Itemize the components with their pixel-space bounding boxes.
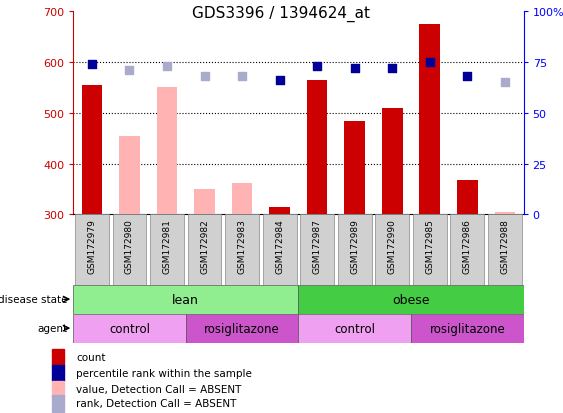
Bar: [345, 122, 365, 215]
Point: [238, 74, 247, 81]
Point: [275, 78, 284, 85]
FancyBboxPatch shape: [298, 285, 524, 314]
Text: GSM172984: GSM172984: [275, 218, 284, 273]
Bar: [382, 109, 403, 215]
FancyBboxPatch shape: [113, 215, 146, 285]
Text: control: control: [109, 322, 150, 335]
Point: [463, 74, 472, 81]
Bar: [457, 180, 477, 215]
Text: GSM172990: GSM172990: [388, 218, 397, 273]
Bar: [232, 183, 252, 215]
FancyBboxPatch shape: [411, 314, 524, 343]
FancyBboxPatch shape: [75, 215, 109, 285]
Bar: [194, 190, 215, 215]
Text: lean: lean: [172, 293, 199, 306]
Text: GSM172982: GSM172982: [200, 218, 209, 273]
Point: [350, 66, 359, 72]
Text: agent: agent: [37, 323, 68, 333]
FancyBboxPatch shape: [73, 285, 298, 314]
Text: rosiglitazone: rosiglitazone: [204, 322, 280, 335]
Text: rosiglitazone: rosiglitazone: [430, 322, 505, 335]
Text: control: control: [334, 322, 375, 335]
Point: [87, 62, 96, 68]
Text: percentile rank within the sample: percentile rank within the sample: [76, 368, 252, 378]
FancyBboxPatch shape: [338, 215, 372, 285]
FancyBboxPatch shape: [186, 314, 298, 343]
Bar: [52, 349, 64, 366]
Bar: [157, 88, 177, 215]
FancyBboxPatch shape: [450, 215, 484, 285]
Text: GSM172980: GSM172980: [125, 218, 134, 273]
Bar: [307, 81, 328, 215]
Bar: [52, 381, 64, 397]
Point: [501, 80, 510, 87]
Text: count: count: [76, 352, 106, 362]
Text: rank, Detection Call = ABSENT: rank, Detection Call = ABSENT: [76, 399, 236, 408]
Point: [125, 68, 134, 74]
Bar: [52, 365, 64, 381]
Text: GSM172985: GSM172985: [425, 218, 434, 273]
FancyBboxPatch shape: [376, 215, 409, 285]
Text: disease state: disease state: [0, 294, 68, 304]
Bar: [419, 25, 440, 215]
FancyBboxPatch shape: [300, 215, 334, 285]
Bar: [494, 212, 515, 215]
FancyBboxPatch shape: [488, 215, 522, 285]
FancyBboxPatch shape: [298, 314, 411, 343]
Text: GDS3396 / 1394624_at: GDS3396 / 1394624_at: [193, 6, 370, 22]
Bar: [52, 395, 64, 412]
FancyBboxPatch shape: [225, 215, 259, 285]
Bar: [119, 136, 140, 215]
FancyBboxPatch shape: [263, 215, 297, 285]
Text: GSM172979: GSM172979: [87, 218, 96, 273]
Text: GSM172981: GSM172981: [163, 218, 172, 273]
Text: GSM172986: GSM172986: [463, 218, 472, 273]
Text: GSM172987: GSM172987: [312, 218, 321, 273]
Point: [312, 64, 321, 70]
Text: obese: obese: [392, 293, 430, 306]
FancyBboxPatch shape: [187, 215, 221, 285]
Text: GSM172989: GSM172989: [350, 218, 359, 273]
Point: [388, 66, 397, 72]
FancyBboxPatch shape: [413, 215, 446, 285]
Point: [200, 74, 209, 81]
FancyBboxPatch shape: [73, 314, 186, 343]
FancyBboxPatch shape: [150, 215, 184, 285]
Bar: [82, 86, 102, 215]
Point: [425, 60, 434, 66]
Text: value, Detection Call = ABSENT: value, Detection Call = ABSENT: [76, 384, 242, 394]
Text: GSM172983: GSM172983: [238, 218, 247, 273]
Bar: [269, 207, 290, 215]
Text: GSM172988: GSM172988: [501, 218, 510, 273]
Point: [163, 64, 172, 70]
